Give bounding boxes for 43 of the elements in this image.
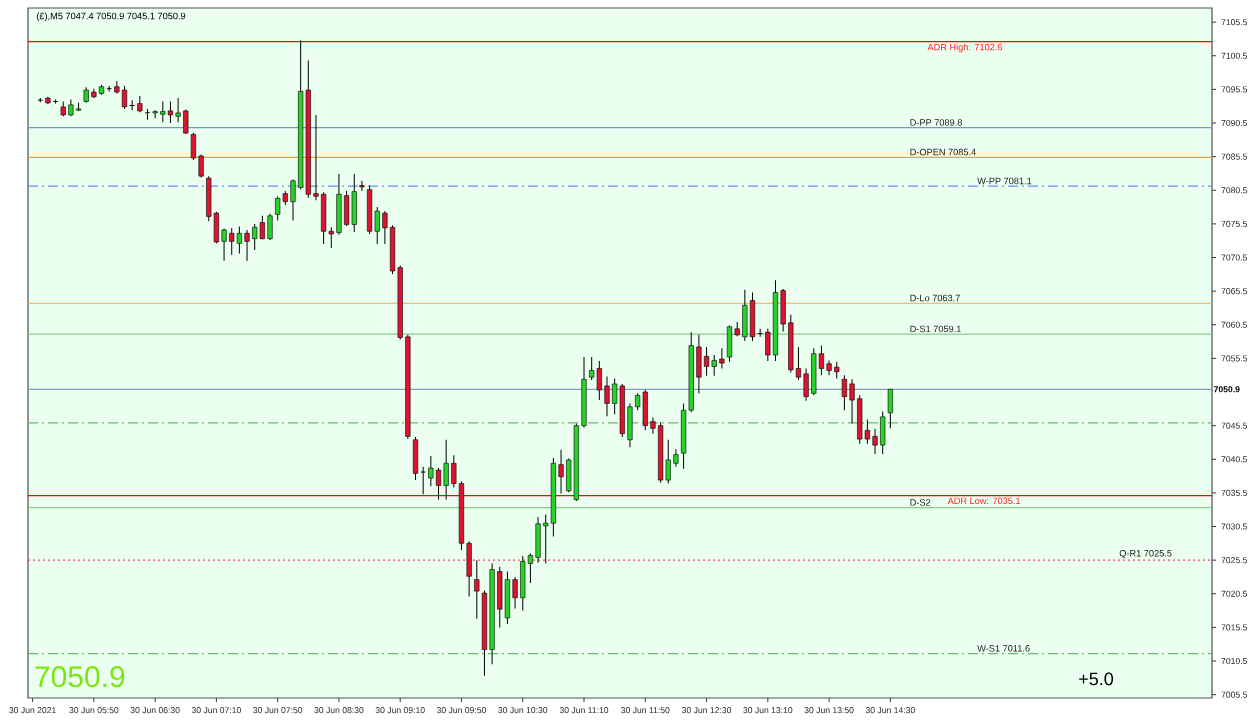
candlestick	[321, 191, 327, 245]
candlestick	[52, 98, 59, 104]
candlestick	[344, 190, 350, 227]
candlestick	[183, 109, 189, 135]
candlestick	[880, 411, 886, 455]
candlestick	[474, 559, 480, 620]
candlestick	[160, 100, 166, 123]
candlestick	[811, 347, 817, 396]
candlestick	[726, 324, 733, 363]
candlestick	[267, 213, 273, 241]
candlestick	[826, 359, 832, 376]
annotation: 7050.9	[35, 666, 125, 688]
candlestick	[719, 347, 725, 369]
candlestick	[229, 227, 235, 256]
candlestick	[504, 571, 511, 625]
candlestick	[252, 223, 258, 251]
candlestick	[841, 374, 847, 411]
candlestick	[619, 383, 625, 438]
candlestick	[887, 388, 893, 429]
candlestick	[359, 180, 365, 192]
candlestick	[642, 389, 648, 431]
candlestick	[366, 185, 373, 235]
candlestick	[244, 229, 250, 262]
candlestick	[749, 291, 756, 342]
candlestick	[435, 467, 442, 501]
candlestick	[144, 108, 151, 121]
candlestick	[443, 439, 449, 501]
candlestick	[167, 100, 174, 124]
candlestick	[520, 555, 526, 612]
candlestick	[711, 354, 717, 377]
candlestick	[336, 173, 342, 236]
candlestick	[428, 455, 434, 487]
candlestick	[121, 85, 128, 110]
candlestick	[412, 436, 419, 481]
candlestick	[535, 516, 541, 564]
candlestick	[703, 346, 710, 377]
candlestick	[604, 376, 610, 417]
candlestick	[596, 360, 602, 401]
candlestick	[351, 173, 357, 233]
candlestick	[275, 195, 281, 222]
annotation: +5.0	[1079, 672, 1114, 686]
candlestick	[236, 226, 242, 254]
candlestick	[742, 289, 748, 342]
